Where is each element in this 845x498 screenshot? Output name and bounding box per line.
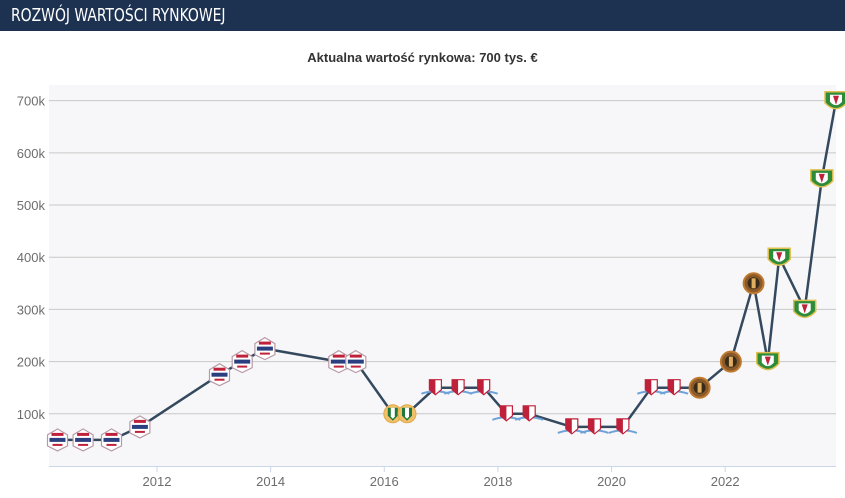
x-tick-label: 2018 bbox=[483, 474, 512, 489]
section-title: ROZWÓJ WARTOŚCI RYNKOWEJ bbox=[11, 5, 226, 26]
data-point-wroclaw-crest-icon bbox=[397, 404, 417, 424]
y-tick-label: 300k bbox=[17, 302, 46, 317]
y-tick-label: 200k bbox=[17, 355, 46, 370]
y-tick-label: 600k bbox=[17, 146, 46, 161]
data-point-red-white-shield-icon bbox=[608, 418, 638, 435]
x-tick-label: 2022 bbox=[711, 474, 740, 489]
x-tick-label: 2014 bbox=[256, 474, 285, 489]
data-point-slask-crest-icon bbox=[810, 169, 834, 188]
data-point-dolcan-icon bbox=[100, 428, 123, 452]
data-point-slask-crest-icon bbox=[756, 351, 780, 371]
data-point-dolcan-icon bbox=[46, 428, 69, 452]
x-tick-label: 2012 bbox=[143, 474, 172, 489]
data-point-dolcan-icon bbox=[345, 349, 367, 374]
data-point-dark-round-crest-icon bbox=[688, 376, 711, 399]
data-point-dark-round-crest-icon bbox=[719, 350, 742, 373]
data-point-red-white-shield-icon bbox=[659, 379, 689, 396]
data-point-dolcan-icon bbox=[231, 349, 253, 374]
data-point-dark-round-crest-icon bbox=[742, 272, 765, 295]
data-point-wroclaw-crest-icon bbox=[383, 404, 403, 424]
y-tick-label: 100k bbox=[17, 407, 46, 422]
data-point-red-white-shield-icon bbox=[636, 379, 666, 396]
x-tick-label: 2020 bbox=[597, 474, 626, 489]
data-point-dolcan-icon bbox=[208, 363, 231, 387]
data-point-red-white-shield-icon bbox=[580, 418, 609, 435]
data-point-dolcan-icon bbox=[129, 415, 151, 439]
y-tick-label: 400k bbox=[17, 250, 46, 265]
y-tick-label: 500k bbox=[17, 198, 46, 213]
data-point-red-white-shield-icon bbox=[557, 418, 587, 435]
y-tick-label: 700k bbox=[17, 94, 46, 109]
data-point-dolcan-icon bbox=[72, 428, 94, 452]
data-point-dolcan-icon bbox=[254, 336, 276, 361]
data-point-slask-crest-icon bbox=[824, 90, 845, 110]
data-point-slask-crest-icon bbox=[792, 299, 817, 319]
data-point-red-white-shield-icon bbox=[514, 405, 544, 422]
market-value-chart: 100k 200k 300k 400k 500k 600k 700k 2012 2014 2016… bbox=[17, 85, 845, 489]
x-tick-label: 2016 bbox=[370, 474, 399, 489]
plot-background bbox=[49, 85, 836, 466]
data-point-red-white-shield-icon bbox=[469, 379, 499, 396]
data-point-slask-crest-icon bbox=[767, 247, 791, 266]
section-header: ROZWÓJ WARTOŚCI RYNKOWEJ bbox=[0, 0, 845, 31]
chart-title: Aktualna wartość rynkowa: 700 tys. € bbox=[307, 50, 538, 65]
